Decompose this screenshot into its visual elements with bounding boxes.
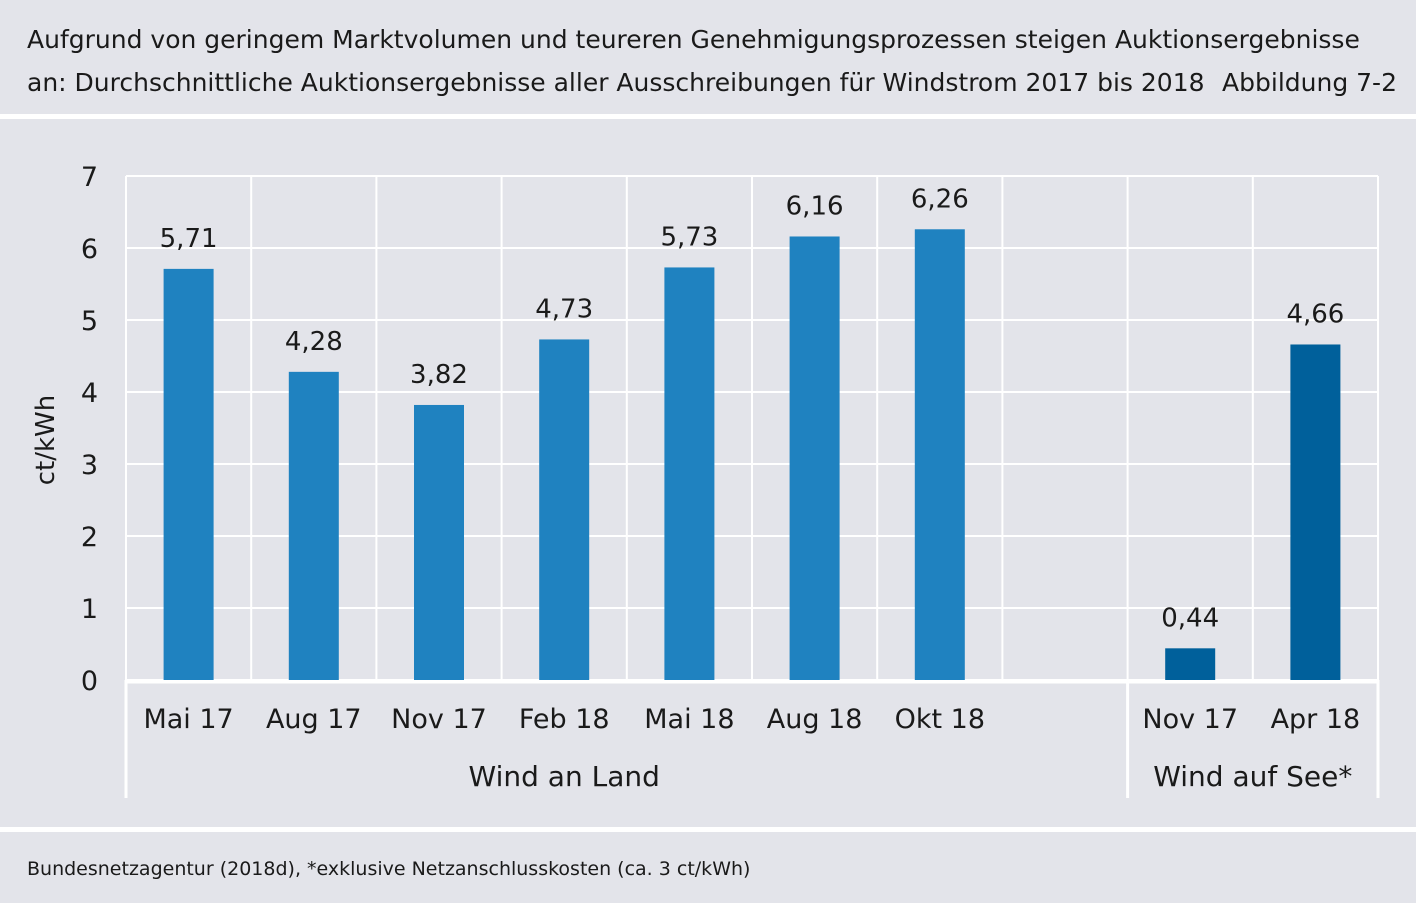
bar bbox=[1290, 344, 1341, 680]
group-label: Wind an Land bbox=[469, 760, 660, 793]
y-tick-label: 0 bbox=[81, 666, 98, 697]
x-tick-label: Nov 17 bbox=[391, 704, 487, 735]
x-tick-label: Mai 18 bbox=[644, 704, 734, 735]
y-tick-label: 6 bbox=[81, 234, 98, 265]
x-tick-label: Mai 17 bbox=[143, 704, 233, 735]
x-tick-label: Aug 18 bbox=[767, 704, 863, 735]
x-tick-label: Okt 18 bbox=[895, 704, 985, 735]
data-label: 0,44 bbox=[1161, 603, 1219, 633]
y-tick-label: 5 bbox=[81, 306, 98, 337]
bottom-divider bbox=[0, 827, 1416, 832]
data-label: 3,82 bbox=[410, 360, 468, 390]
top-divider bbox=[0, 114, 1416, 119]
bar bbox=[163, 268, 214, 680]
source-note: Bundesnetzagentur (2018d), *exklusive Ne… bbox=[27, 858, 751, 880]
x-tick-label: Aug 17 bbox=[266, 704, 362, 735]
data-label: 4,66 bbox=[1286, 299, 1344, 329]
bar bbox=[414, 404, 464, 680]
bar bbox=[789, 236, 840, 681]
y-tick-label: 2 bbox=[81, 522, 98, 553]
title-line-2: an: Durchschnittliche Auktionsergebnisse… bbox=[27, 68, 1205, 97]
data-label: 4,73 bbox=[535, 294, 593, 324]
chart-title: Aufgrund von geringem Marktvolumen und t… bbox=[27, 18, 1397, 104]
x-tick-label: Nov 17 bbox=[1142, 704, 1238, 735]
y-tick-label: 4 bbox=[81, 378, 98, 409]
y-tick-label: 3 bbox=[81, 450, 98, 481]
x-tick-label: Apr 18 bbox=[1271, 704, 1361, 735]
y-axis-label: ct/kWh bbox=[31, 395, 61, 486]
data-label: 4,28 bbox=[285, 327, 343, 357]
bar bbox=[539, 339, 590, 680]
bar bbox=[914, 229, 965, 680]
group-label: Wind auf See* bbox=[1153, 760, 1352, 793]
x-tick-label: Feb 18 bbox=[519, 704, 610, 735]
y-tick-label: 1 bbox=[81, 594, 98, 625]
figure-label: Abbildung 7-2 bbox=[1222, 68, 1397, 97]
bar bbox=[664, 267, 715, 680]
y-tick-label: 7 bbox=[81, 162, 98, 193]
bar bbox=[288, 371, 339, 680]
data-label: 5,71 bbox=[160, 224, 218, 254]
bar bbox=[1165, 648, 1216, 680]
data-label: 6,26 bbox=[911, 184, 969, 214]
title-line-1: Aufgrund von geringem Marktvolumen und t… bbox=[27, 25, 1360, 54]
data-label: 5,73 bbox=[660, 222, 718, 252]
data-label: 6,16 bbox=[786, 191, 844, 221]
